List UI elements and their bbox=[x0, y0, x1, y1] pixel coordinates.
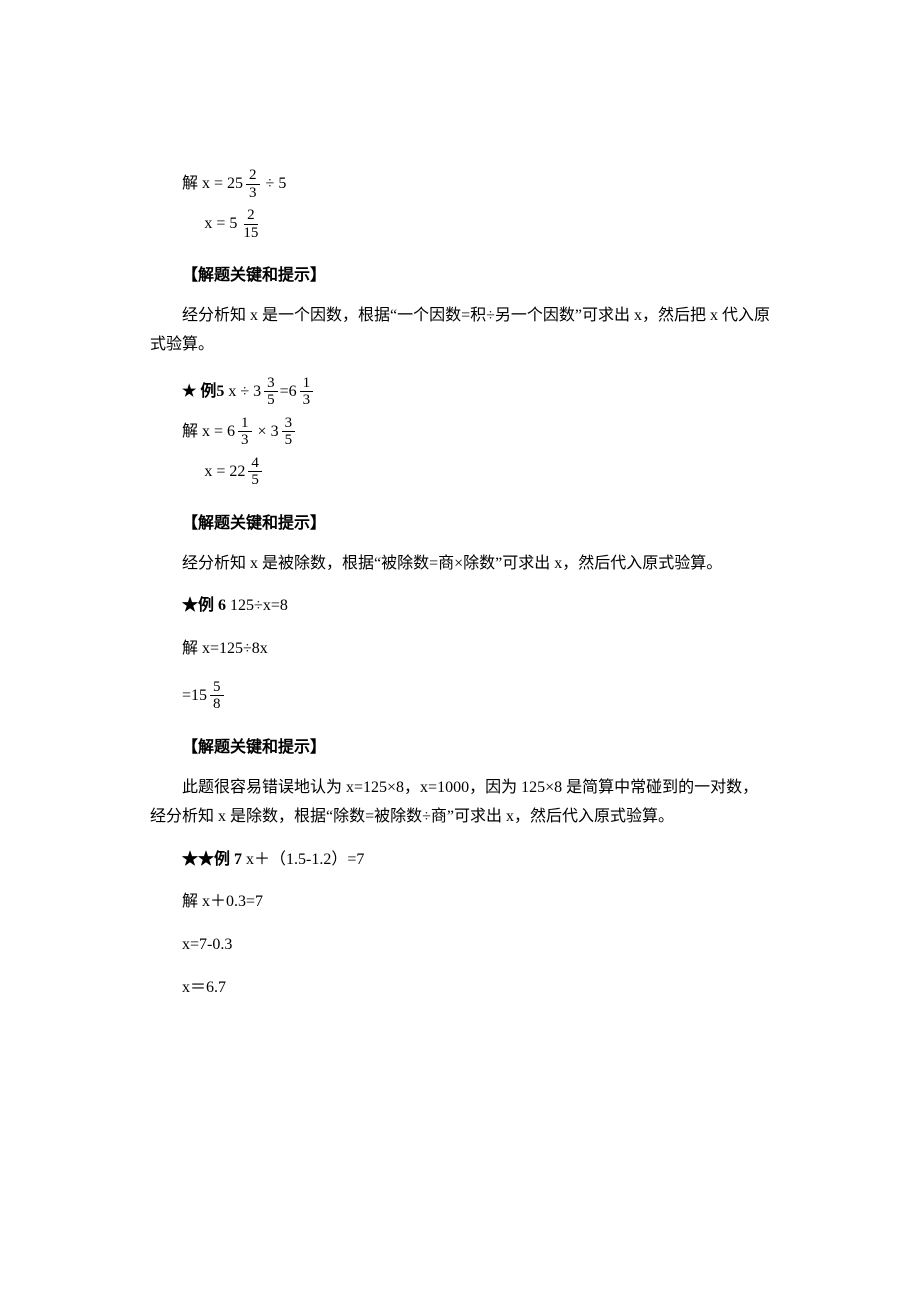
hint-text-3: 此题很容易错误地认为 x=125×8，x=1000，因为 125×8 是简算中常… bbox=[150, 774, 770, 832]
mixed-number: 5 2 15 bbox=[229, 207, 263, 241]
star-icon: ★ bbox=[182, 597, 198, 614]
denominator: 3 bbox=[300, 392, 314, 409]
variable-x: x bbox=[228, 380, 236, 404]
numerator: 4 bbox=[248, 455, 262, 473]
mixed-number: 6 1 3 bbox=[227, 415, 254, 449]
example-6-line: ★例 6 125÷x=8 bbox=[150, 592, 770, 621]
mixed-number: 3 3 5 bbox=[253, 375, 280, 409]
mixed-number: 3 3 5 bbox=[271, 415, 298, 449]
pre-solution-line-2: x = 5 2 15 bbox=[182, 206, 770, 242]
denominator: 3 bbox=[246, 185, 260, 202]
numerator: 3 bbox=[264, 375, 278, 393]
example-5-label: 例5 bbox=[200, 380, 224, 404]
example-6-equation: 125÷x=8 bbox=[226, 597, 288, 614]
mixed-number: 22 4 5 bbox=[229, 455, 264, 489]
document-page: 解 x = 25 2 3 ÷ 5 x = 5 2 15 【解题关键和提示】 bbox=[0, 0, 920, 1077]
whole-part: 22 bbox=[229, 460, 245, 484]
denominator: 15 bbox=[240, 225, 261, 242]
example-5-step-1: 解 x = 6 1 3 × 3 3 5 bbox=[182, 414, 770, 450]
mixed-number: 15 5 8 bbox=[191, 679, 226, 713]
example-5-block: ★ 例5 x ÷ 3 3 5 = 6 1 3 解 x = bbox=[182, 374, 770, 490]
example-6-step-2-block: = 15 5 8 bbox=[182, 678, 770, 714]
mixed-number: 6 1 3 bbox=[289, 375, 316, 409]
numerator: 1 bbox=[238, 415, 252, 433]
equals: = bbox=[280, 380, 289, 404]
example-7-step-3: x＝6.7 bbox=[150, 974, 770, 1003]
numerator: 2 bbox=[244, 207, 258, 225]
whole-part: 3 bbox=[253, 380, 261, 404]
whole-part: 3 bbox=[271, 420, 279, 444]
solution-prefix: 解 x = bbox=[182, 172, 223, 196]
example-6-label: 例 6 bbox=[198, 597, 226, 614]
denominator: 5 bbox=[264, 392, 278, 409]
x-equals: x = bbox=[204, 212, 225, 236]
fraction: 3 5 bbox=[264, 375, 278, 409]
solution-prefix: 解 x = bbox=[182, 420, 223, 444]
hint-text-1: 经分析知 x 是一个因数，根据“一个因数=积÷另一个因数”可求出 x，然后把 x… bbox=[150, 302, 770, 360]
fraction: 2 15 bbox=[240, 207, 261, 241]
mixed-number: 25 2 3 bbox=[227, 167, 262, 201]
hint-heading-3: 【解题关键和提示】 bbox=[150, 736, 770, 760]
fraction: 1 3 bbox=[300, 375, 314, 409]
fraction: 5 8 bbox=[210, 679, 224, 713]
numerator: 3 bbox=[282, 415, 296, 433]
star-icon: ★★ bbox=[182, 851, 214, 868]
whole-part: 15 bbox=[191, 684, 207, 708]
example-7-label: 例 7 bbox=[214, 851, 242, 868]
x-equals: x = bbox=[204, 460, 225, 484]
example-6-step-2: = 15 5 8 bbox=[182, 678, 770, 714]
pre-solution-line-1: 解 x = 25 2 3 ÷ 5 bbox=[182, 166, 770, 202]
whole-part: 6 bbox=[227, 420, 235, 444]
example-6-step-1: 解 x=125÷8x bbox=[150, 635, 770, 664]
operator-divide: ÷ bbox=[266, 172, 275, 196]
example-7-equation: x＋（1.5-1.2）=7 bbox=[242, 851, 364, 868]
operator-divide: ÷ bbox=[240, 380, 249, 404]
fraction: 4 5 bbox=[248, 455, 262, 489]
numerator: 5 bbox=[210, 679, 224, 697]
example-7-step-1: 解 x＋0.3=7 bbox=[150, 888, 770, 917]
hint-heading-2: 【解题关键和提示】 bbox=[150, 512, 770, 536]
pre-solution-block: 解 x = 25 2 3 ÷ 5 x = 5 2 15 bbox=[182, 166, 770, 242]
denominator: 5 bbox=[282, 432, 296, 449]
fraction: 3 5 bbox=[282, 415, 296, 449]
number: 5 bbox=[278, 172, 286, 196]
numerator: 1 bbox=[300, 375, 314, 393]
whole-part: 25 bbox=[227, 172, 243, 196]
example-5-step-2: x = 22 4 5 bbox=[182, 454, 770, 490]
whole-part: 6 bbox=[289, 380, 297, 404]
example-7-line: ★★例 7 x＋（1.5-1.2）=7 bbox=[150, 846, 770, 875]
equals-prefix: = bbox=[182, 684, 191, 708]
denominator: 3 bbox=[238, 432, 252, 449]
fraction: 1 3 bbox=[238, 415, 252, 449]
operator-multiply: × bbox=[258, 420, 267, 444]
whole-part: 5 bbox=[229, 212, 237, 236]
example-5-equation: ★ 例5 x ÷ 3 3 5 = 6 1 3 bbox=[182, 374, 770, 410]
fraction: 2 3 bbox=[246, 167, 260, 201]
hint-heading-1: 【解题关键和提示】 bbox=[150, 264, 770, 288]
denominator: 5 bbox=[248, 472, 262, 489]
example-7-step-2: x=7-0.3 bbox=[150, 931, 770, 960]
numerator: 2 bbox=[246, 167, 260, 185]
denominator: 8 bbox=[210, 696, 224, 713]
star-icon: ★ bbox=[182, 380, 196, 404]
hint-text-2: 经分析知 x 是被除数，根据“被除数=商×除数”可求出 x，然后代入原式验算。 bbox=[150, 550, 770, 579]
